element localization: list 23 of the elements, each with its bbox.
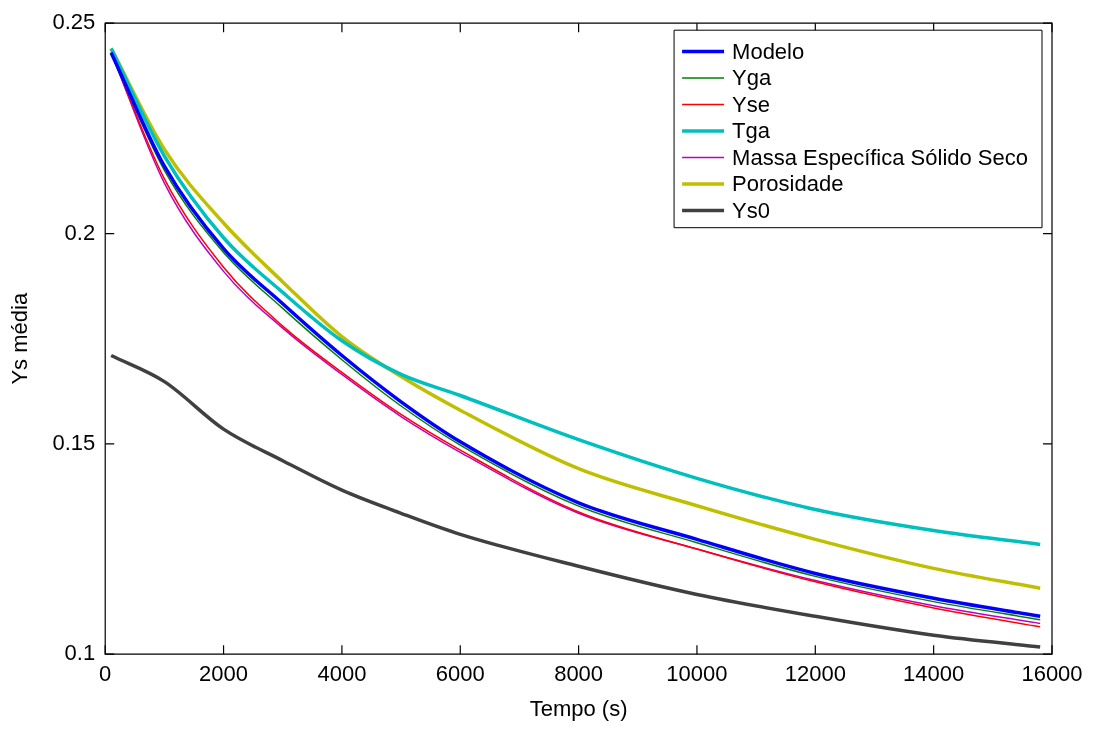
legend-label: Yga xyxy=(732,65,772,91)
line-series xyxy=(109,353,1042,649)
y-axis-title: Ys média xyxy=(7,292,33,385)
x-axis-title: Tempo (s) xyxy=(529,695,628,721)
y-tick-label: 0.15 xyxy=(52,429,96,455)
y-tick-label: 0.25 xyxy=(52,9,96,35)
y-tick-label: 0.1 xyxy=(64,640,96,666)
legend-label: Tga xyxy=(732,118,771,144)
legend-label: Ys0 xyxy=(732,197,770,223)
x-tick-label: 2000 xyxy=(199,661,249,687)
x-tick-label: 8000 xyxy=(554,661,604,687)
y-tick-label: 0.2 xyxy=(64,219,96,245)
x-tick-label: 4000 xyxy=(317,661,367,687)
x-tick-label: 6000 xyxy=(435,661,485,687)
legend-label: Modelo xyxy=(732,38,805,64)
x-tick-label: 12000 xyxy=(784,661,846,687)
x-tick-label: 10000 xyxy=(666,661,728,687)
legend-label: Porosidade xyxy=(732,171,844,197)
legend-label: Yse xyxy=(732,91,770,117)
legend-label: Massa Específica Sólido Seco xyxy=(732,144,1029,170)
x-tick-label: 0 xyxy=(99,661,112,687)
x-tick-label: 16000 xyxy=(1021,661,1083,687)
x-tick-label: 14000 xyxy=(903,661,965,687)
